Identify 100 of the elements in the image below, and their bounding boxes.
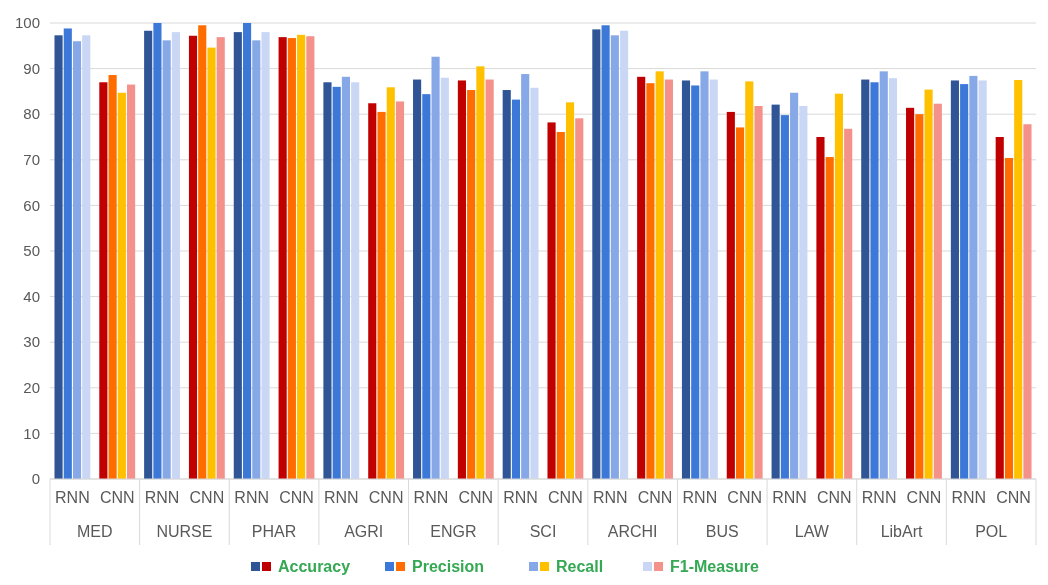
bar <box>861 79 870 479</box>
bar <box>127 84 136 479</box>
bar <box>188 35 198 479</box>
bar <box>278 37 287 479</box>
bar <box>252 40 261 479</box>
text: BUS <box>705 523 739 540</box>
x-tick-label: RNN <box>592 489 628 506</box>
bar <box>153 23 162 479</box>
bar <box>978 80 987 479</box>
bar <box>592 29 601 479</box>
bar <box>216 37 225 479</box>
bar <box>306 36 315 479</box>
y-tick-label: 10 <box>23 424 40 442</box>
x-tick-label: RNN <box>234 489 270 506</box>
x-tick-label: RNN <box>503 489 538 506</box>
bar <box>368 103 377 479</box>
bar <box>924 89 933 479</box>
bar <box>422 94 431 479</box>
text: PHAR <box>251 523 297 540</box>
text: AGRI <box>344 523 384 540</box>
bar <box>431 56 440 479</box>
x-tick-label: RNN <box>323 489 359 506</box>
bar <box>646 83 655 479</box>
bar <box>790 92 799 479</box>
bar <box>171 32 180 479</box>
y-tick-label: 90 <box>23 59 40 77</box>
bar <box>351 82 360 479</box>
bar <box>261 32 270 479</box>
text: NURSE <box>156 523 213 540</box>
bar <box>816 137 825 479</box>
bar <box>709 79 718 479</box>
bar <box>879 71 888 479</box>
bar <box>395 101 405 479</box>
bar <box>476 66 485 479</box>
y-tick-label: 80 <box>23 105 40 123</box>
text: MED <box>77 523 113 540</box>
bar <box>198 25 207 479</box>
bar <box>440 77 449 479</box>
bar <box>950 80 959 479</box>
bar <box>332 86 341 479</box>
bar <box>870 82 879 479</box>
text: LibArt <box>880 523 923 540</box>
bar <box>565 102 575 479</box>
text: ARCHI <box>607 523 658 540</box>
x-tick-label: RNN <box>682 489 718 506</box>
bar <box>54 35 63 479</box>
bar <box>700 71 709 479</box>
x-tick-label: CNN <box>279 489 314 506</box>
bar <box>844 128 853 479</box>
y-tick-label: 20 <box>23 379 40 397</box>
bar <box>754 105 763 479</box>
bar <box>530 87 539 479</box>
x-tick-label: CNN <box>548 489 583 506</box>
bar <box>413 79 422 479</box>
bar <box>726 111 735 479</box>
bar <box>655 71 664 479</box>
x-tick-label: CNN <box>906 489 942 506</box>
bar <box>556 131 565 479</box>
bar <box>82 35 91 479</box>
x-tick-label: CNN <box>816 489 852 506</box>
x-tick-label: CNN <box>996 489 1031 506</box>
bar <box>233 32 242 479</box>
y-tick-label: 100 <box>14 14 40 32</box>
bar <box>915 114 924 479</box>
bar <box>63 28 72 479</box>
bar <box>207 47 216 479</box>
x-tick-label: RNN <box>772 489 807 506</box>
text: POL <box>975 523 1008 540</box>
text: SCI <box>529 523 557 540</box>
bar <box>1004 157 1014 479</box>
bar <box>99 82 108 479</box>
bar <box>297 34 306 479</box>
legend-label: Accuracy <box>278 558 351 575</box>
bar <box>1014 80 1023 479</box>
legend-label: Recall <box>556 558 604 575</box>
bar <box>681 80 691 479</box>
bar <box>467 90 476 479</box>
text: LAW <box>794 523 830 540</box>
bar <box>72 41 82 479</box>
y-tick-label: 60 <box>23 196 40 214</box>
bar <box>664 79 673 479</box>
bar <box>906 107 915 479</box>
x-tick-label: RNN <box>144 489 180 506</box>
legend-label: F1-Measure <box>670 558 760 575</box>
bar <box>1023 124 1032 479</box>
bar <box>825 157 834 479</box>
bar <box>888 78 898 479</box>
bar <box>691 85 700 479</box>
bar <box>620 30 629 479</box>
bar <box>521 74 530 479</box>
bar <box>377 111 386 479</box>
legend-label: Precision <box>412 558 485 575</box>
bar <box>485 79 494 479</box>
bar <box>287 38 296 479</box>
x-tick-label: CNN <box>189 489 225 506</box>
y-tick-label: 70 <box>23 151 40 169</box>
y-tick-label: 30 <box>23 333 40 351</box>
bar <box>601 25 610 479</box>
bar <box>610 35 619 479</box>
bar <box>969 75 978 479</box>
